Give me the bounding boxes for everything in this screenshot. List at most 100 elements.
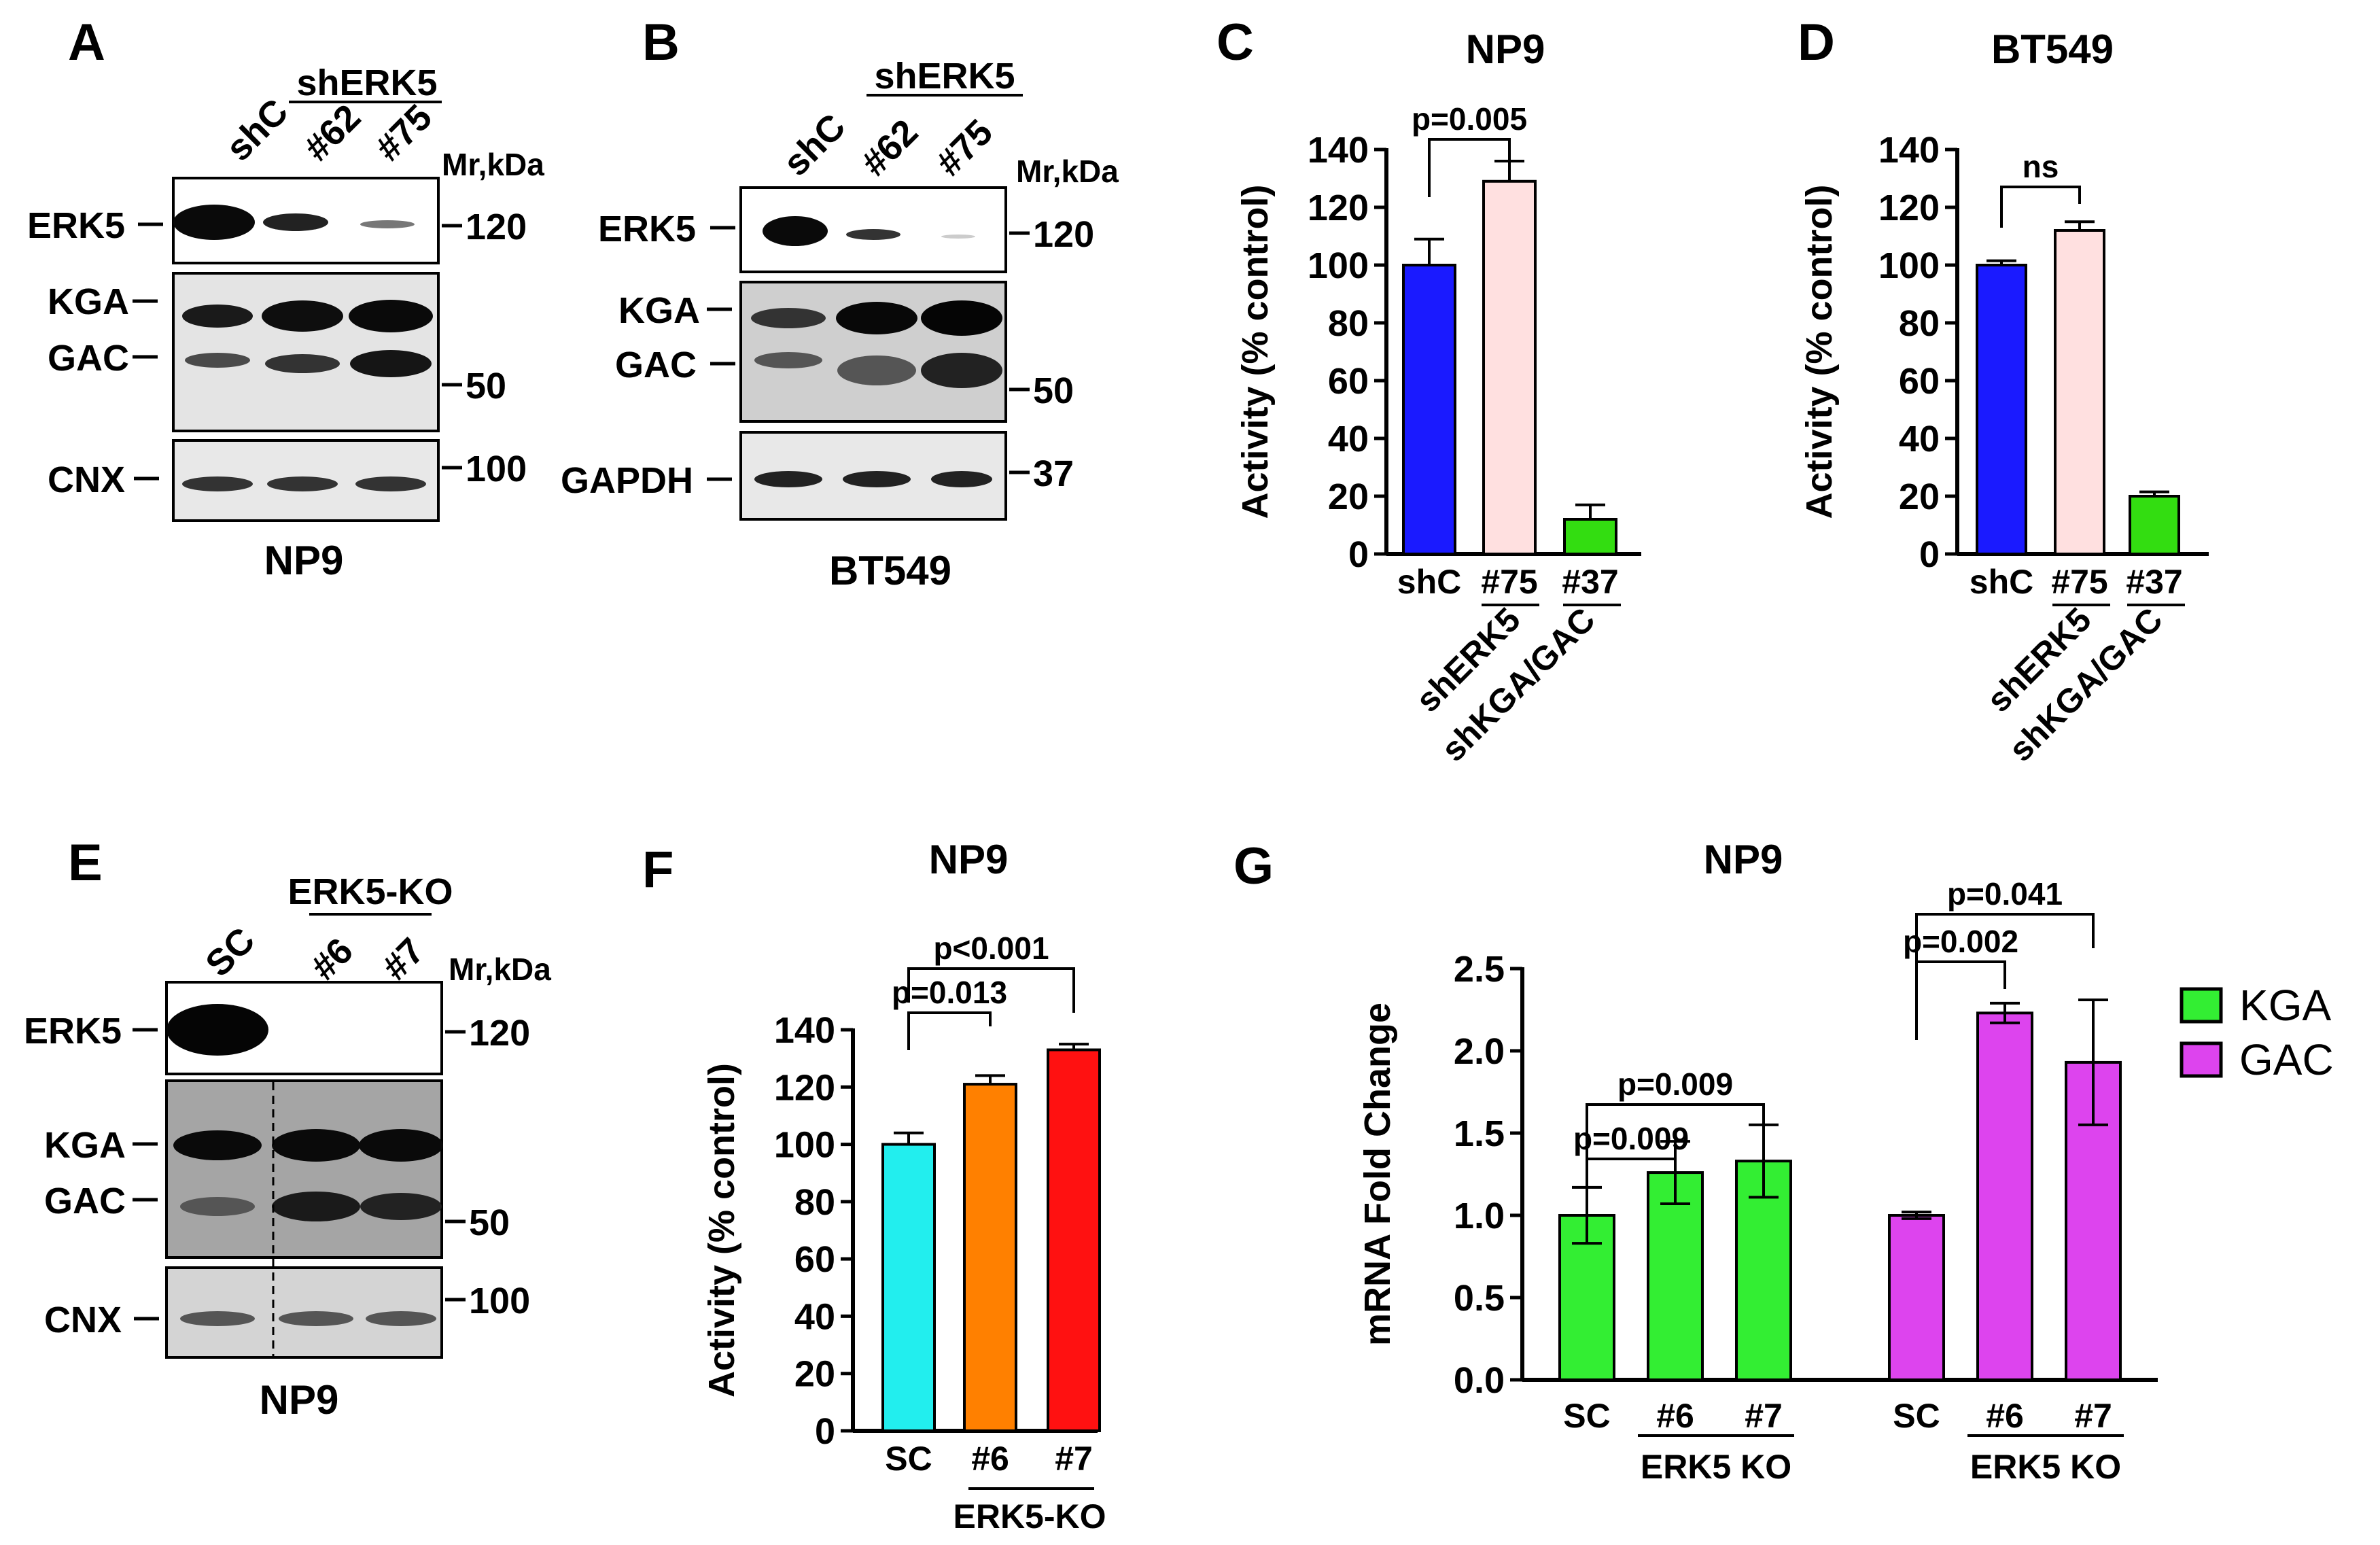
blot-b-size-120: 120 [1033,214,1094,255]
chart-g-ytick-label: 1.5 [1454,1113,1505,1154]
blot-b-row-gac: GAC [615,345,697,385]
chart-g-ytick-label: 1.0 [1454,1196,1505,1236]
blot-a-kga-band-1 [182,305,253,328]
panel-label-e: E [68,834,103,892]
chart-g-xtick-label-kga-1: SC [1563,1397,1610,1435]
blot-e-lane-1: SC [198,920,262,984]
blot-e-cell-line: NP9 [260,1377,339,1423]
blot-b-row-kga: KGA [618,290,700,331]
blot-b: shERK5 shC #62 #75 Mr,kDa ERK5 KGA GAC G… [561,56,1119,593]
blot-e-lane-2: #6 [303,931,361,988]
blot-b-kga-band-1 [751,308,826,328]
chart-f-pvalue-2: p=0.013 [892,975,1007,1010]
chart-g-xtick-label-gac-3: #7 [2074,1397,2112,1435]
blot-a-erk5-band-2 [263,213,328,231]
blot-b-mr-label: Mr,kDa [1016,154,1119,189]
blot-a-row-erk5: ERK5 [27,205,125,246]
blot-e-row-gac: GAC [44,1181,126,1221]
chart-f-y-axis-label: Activity (% control) [701,1063,742,1398]
chart-d-pvalue: ns [2023,149,2059,184]
chart-g-bar-gac-2 [1976,1011,2033,1381]
chart-f-group-label: ERK5-KO [953,1497,1106,1535]
chart-g-ytick-label: 0.0 [1454,1360,1505,1401]
blot-a-row-kga: KGA [48,281,129,322]
chart-g-xtick-label-gac-1: SC [1893,1397,1940,1435]
blot-a-kga-band-2 [262,300,343,332]
chart-d-ytick-label: 0 [1919,534,1940,575]
chart-d-xtick-label-1: shC [1970,563,2033,601]
chart-c-bar-2 [1482,179,1537,555]
chart-f-bar-1 [881,1143,936,1432]
chart-g-pvalue-gac-2: p=0.002 [1903,924,2018,959]
chart-d-title: BT549 [1991,27,2114,72]
chart-c-xtick-label-1: shC [1397,563,1461,601]
chart-c-ytick-label: 40 [1328,419,1369,459]
chart-d-xtick-label-3: #37 [2126,563,2182,601]
blot-b-size-50: 50 [1033,370,1074,411]
chart-c-y-axis-label: Activity (% control) [1235,184,1276,519]
blot-a-erk5-band-1 [173,205,255,240]
blot-a-size-120: 120 [466,207,527,247]
chart-d-ytick-label: 140 [1878,130,1940,171]
chart-d-ytick-label: 60 [1899,361,1940,402]
chart-g-y-axis-label: mRNA Fold Change [1357,1003,1398,1346]
chart-f-ytick-label: 40 [794,1296,835,1337]
chart-g-ytick-label: 0.5 [1454,1278,1505,1319]
blot-e-cnx-band-3 [366,1311,436,1326]
blot-b-kga-band-3 [921,300,1002,336]
blot-e-kga-band-1 [173,1130,262,1160]
chart-c-pvalue: p=0.005 [1412,101,1527,137]
blot-e-row-cnx: CNX [44,1300,122,1340]
blot-b-row-gapdh: GAPDH [561,460,693,501]
panel-label-b: B [642,14,680,71]
blot-e-erk5-band-1 [167,1004,268,1056]
chart-c-bar-3 [1563,518,1617,555]
chart-g-xtick-label-kga-3: #7 [1745,1397,1783,1435]
blot-a-size-50: 50 [466,366,506,406]
chart-f: 0 20 40 60 80 100 120 140 Activity (% control) NP… [701,837,1106,1535]
blot-e-size-120: 120 [469,1013,530,1054]
chart-g: 0.0 0.5 1.0 1.5 2.0 2.5 mRNA Fold Change NP9 SC #… [1357,837,2334,1486]
chart-c-ytick-label: 0 [1348,534,1369,575]
chart-d-ytick-label: 100 [1878,245,1940,286]
blot-b-kga-band-2 [836,302,917,334]
blot-e-kga-membrane [165,1079,443,1259]
chart-c-ytick-label: 80 [1328,303,1369,344]
panel-label-a: A [68,14,105,71]
chart-c-ytick-label: 100 [1308,245,1369,286]
chart-f-ytick-label: 80 [794,1182,835,1223]
chart-g-xtick-label-kga-2: #6 [1656,1397,1694,1435]
chart-c-xtick-label-3: #37 [1562,563,1618,601]
chart-g-pvalue-gac-1: p=0.041 [1947,876,2063,912]
chart-f-xtick-label-2: #6 [971,1440,1009,1478]
chart-f-ytick-label: 100 [774,1125,835,1166]
chart-c-pvalue-bracket [1428,138,1511,197]
chart-d: 0 20 40 60 80 100 120 140 Activity (% control) BT… [1799,27,2209,769]
blot-b-size-37: 37 [1033,453,1074,494]
chart-f-bar-3 [1047,1048,1101,1432]
blot-b-gac-band-1 [754,352,822,368]
chart-g-group-label-2: ERK5 KO [1970,1448,2121,1486]
chart-d-ytick-label: 40 [1899,419,1940,459]
chart-g-pvalue-kga-1-bracket [1586,1103,1765,1162]
chart-f-ytick-label: 20 [794,1354,835,1395]
chart-g-bar-gac-1 [1888,1214,1945,1381]
chart-g-pvalue-gac-2-bracket [1915,960,2006,1040]
chart-f-title: NP9 [929,837,1009,882]
chart-f-ytick-label: 0 [815,1411,835,1452]
chart-d-y-axis-label: Activity (% control) [1799,184,1840,519]
legend-swatch-kga [2180,987,2223,1024]
blot-b-erk5-band-1 [763,216,828,246]
blot-a-lane-1: shC [218,91,296,169]
chart-d-ytick-label: 20 [1899,476,1940,517]
chart-d-bar-3 [2129,495,2180,555]
chart-c-ytick-label: 60 [1328,361,1369,402]
blot-e-row-kga: KGA [44,1125,126,1166]
blot-e-size-100: 100 [469,1281,530,1321]
chart-g-ytick-label: 2.5 [1454,949,1505,990]
chart-g-ytick-label: 2.0 [1454,1031,1505,1072]
blot-e-lane-3: #7 [374,931,432,988]
blot-a-cell-line: NP9 [264,538,344,583]
chart-c-xtick-label-2: #75 [1481,563,1537,601]
